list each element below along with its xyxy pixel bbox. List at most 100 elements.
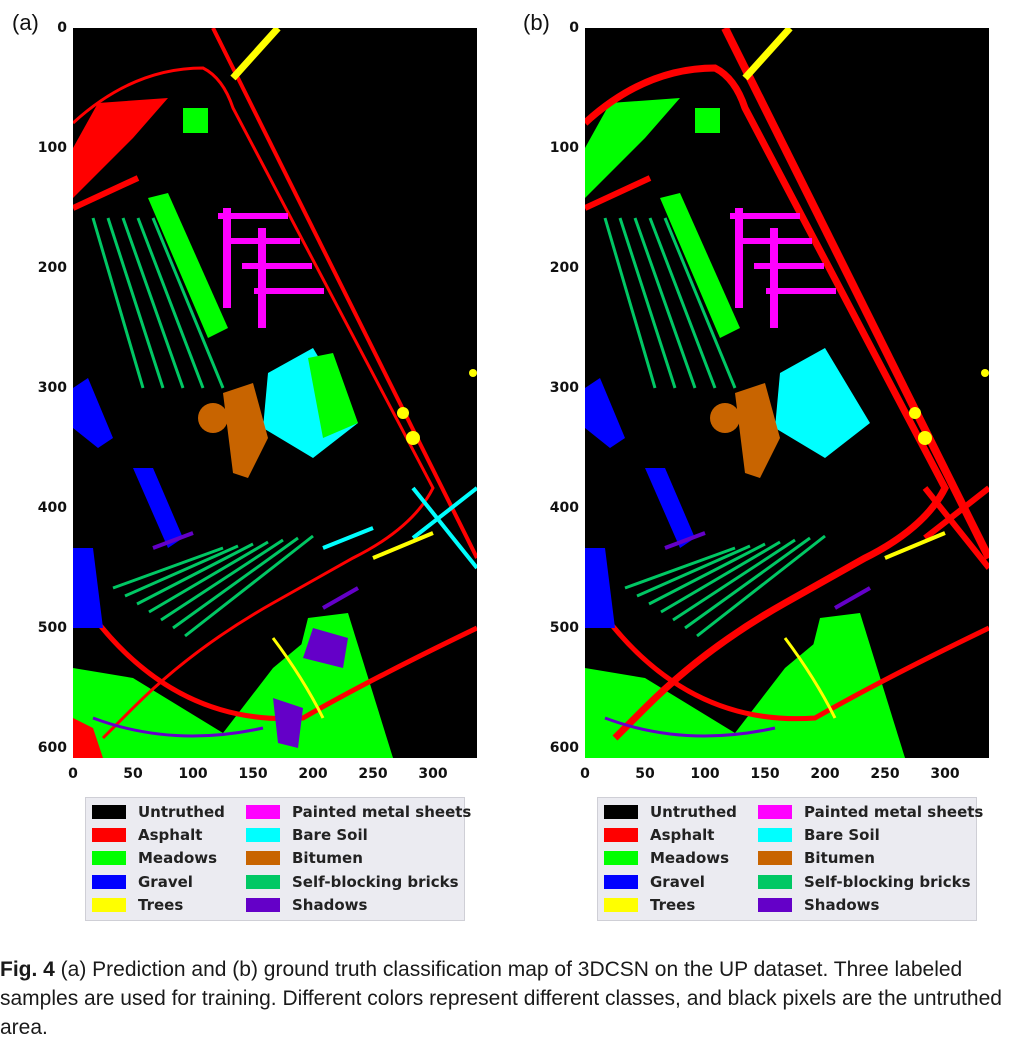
legend-swatch [92, 874, 126, 889]
asphalt-road [922, 485, 989, 570]
bricks-stripe [618, 217, 677, 389]
legend-label: Self-blocking bricks [292, 872, 459, 891]
bricks-stripe [160, 538, 284, 622]
gravel-region [585, 378, 625, 448]
x-tick-label: 0 [68, 766, 78, 782]
legend-label: Asphalt [650, 826, 715, 845]
y-tick-label: 400 [37, 500, 67, 516]
y-tick-label: 600 [549, 740, 579, 756]
legend-label: Bitumen [804, 849, 875, 868]
legend-label: Meadows [138, 849, 218, 868]
legend-swatch [758, 874, 792, 889]
legend-item: Bitumen [246, 848, 363, 868]
legend-item: Self-blocking bricks [758, 872, 971, 892]
legend-item: Trees [92, 895, 183, 915]
x-tick-label: 200 [810, 766, 840, 782]
legend-label: Bare Soil [804, 826, 880, 845]
legend-item: Meadows [604, 848, 729, 868]
x-tick-label: 300 [418, 766, 448, 782]
gravel-region [585, 548, 615, 628]
shadows-patch [273, 698, 303, 748]
legend-label: Shadows [804, 895, 880, 914]
legend-swatch [604, 851, 638, 866]
prediction-map [73, 28, 477, 758]
legend-item: Gravel [604, 872, 705, 892]
legend-swatch [92, 805, 126, 819]
gravel-region [73, 378, 113, 448]
x-tick-label: 0 [580, 766, 590, 782]
bricks-stripe [672, 538, 796, 622]
trees-strip [884, 531, 946, 560]
legend-swatch [92, 897, 126, 912]
legend-item: Bare Soil [758, 825, 880, 845]
legend-swatch [758, 805, 792, 819]
shadows-strip [92, 716, 264, 738]
metal-sheet [258, 228, 266, 328]
y-tick-label: 300 [549, 380, 579, 396]
y-tick-label: 0 [57, 20, 67, 36]
tree [918, 431, 932, 445]
bitumen-region [198, 403, 228, 433]
asphalt-road [73, 66, 435, 740]
shadows-strip [604, 716, 776, 738]
y-tick-label: 100 [37, 140, 67, 156]
y-tick-label: 200 [37, 260, 67, 276]
asphalt-road [721, 28, 989, 560]
legend-label: Trees [138, 895, 184, 914]
bricks-stripe [124, 544, 239, 598]
trees-strip [271, 637, 325, 719]
bare-soil-road [411, 486, 477, 570]
bricks-stripe [151, 217, 225, 389]
bricks-stripe [696, 534, 826, 638]
x-tick-label: 50 [123, 766, 143, 782]
meadows-patch [695, 108, 720, 133]
figure-caption: Fig. 4 (a) Prediction and (b) ground tru… [0, 955, 1021, 1042]
x-tick-label: 50 [635, 766, 655, 782]
legend-label: Gravel [650, 872, 705, 891]
bricks-stripe [648, 542, 766, 606]
legend-item: Bitumen [758, 848, 875, 868]
classification-map-svg [73, 28, 477, 758]
legend-swatch [758, 851, 792, 866]
metal-sheet [223, 208, 231, 308]
gravel-region [73, 548, 103, 628]
metal-sheet [242, 263, 312, 269]
bricks-stripe [636, 544, 751, 598]
bricks-stripe [648, 217, 717, 389]
legend-swatch [758, 828, 792, 843]
legend-item: Meadows [92, 848, 217, 868]
legend-swatch [604, 805, 638, 819]
meadows-block [585, 98, 680, 198]
legend-label: Untruthed [138, 803, 225, 821]
meadows-block [73, 98, 168, 198]
asphalt-road [73, 175, 140, 211]
legend-swatch [92, 851, 126, 866]
trees-strip [742, 28, 793, 81]
bricks-stripe [121, 217, 185, 389]
legend-swatch [246, 874, 280, 889]
bitumen-region [735, 383, 780, 478]
bricks-stripe [684, 536, 811, 630]
legend-item: Self-blocking bricks [246, 872, 459, 892]
x-tick-label: 300 [930, 766, 960, 782]
meadows-patch [308, 353, 358, 438]
legend-label: Bitumen [292, 849, 363, 868]
bricks-stripe [603, 217, 657, 389]
bricks-stripe [172, 536, 299, 630]
legend-label: Asphalt [138, 826, 203, 845]
tree [909, 407, 921, 419]
bricks-stripe [136, 217, 205, 389]
legend-swatch [604, 897, 638, 912]
bricks-stripe [660, 540, 781, 614]
legend-swatch [604, 828, 638, 843]
trees-strip [372, 531, 434, 560]
legend-swatch [604, 874, 638, 889]
bare-soil-road [322, 526, 374, 550]
panel-a-label: (a) [12, 10, 39, 35]
legend-item: Asphalt [604, 825, 714, 845]
legend-item: Gravel [92, 872, 193, 892]
asphalt-road [585, 586, 989, 722]
x-tick-label: 100 [178, 766, 208, 782]
y-tick-label: 500 [549, 620, 579, 636]
x-tick-label: 250 [870, 766, 900, 782]
